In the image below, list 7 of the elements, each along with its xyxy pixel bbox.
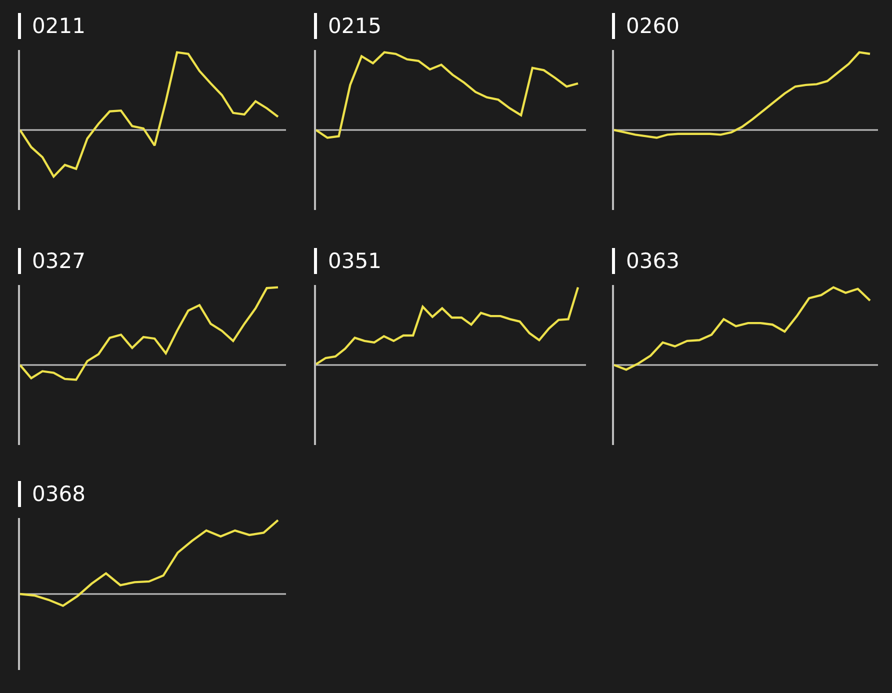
chart-title: 0363 — [626, 249, 680, 273]
chart-title: 0211 — [32, 14, 86, 38]
chart-title: 0215 — [328, 14, 382, 38]
chart-title: 0260 — [626, 14, 680, 38]
chart-title: 0368 — [32, 482, 86, 506]
chart-title: 0351 — [328, 249, 382, 273]
chart-title: 0327 — [32, 249, 86, 273]
